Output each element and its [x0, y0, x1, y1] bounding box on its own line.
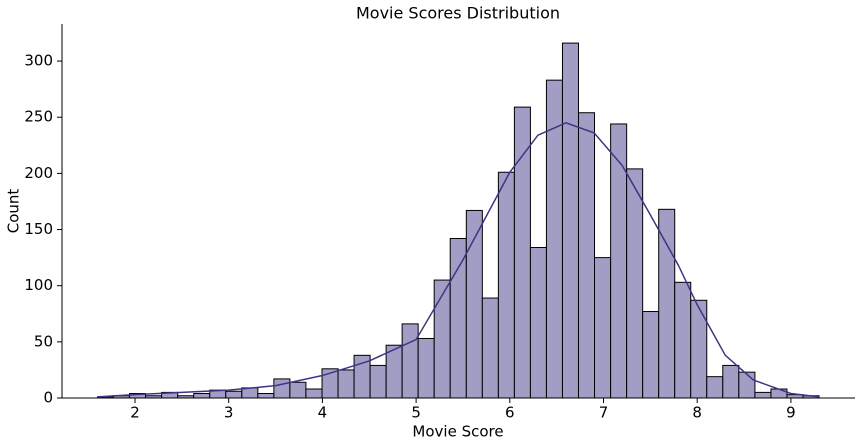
x-tick-label: 6: [505, 404, 515, 422]
bar: [241, 387, 259, 399]
bar: [674, 281, 692, 399]
kde-line: [97, 122, 820, 398]
x-tick-label: 2: [130, 404, 140, 422]
bar: [289, 381, 307, 399]
x-axis-label: Movie Score: [412, 423, 503, 441]
bar: [257, 393, 275, 399]
x-tick-label: 8: [692, 404, 702, 422]
bar: [449, 238, 467, 399]
bar: [690, 299, 708, 399]
bar: [658, 208, 676, 399]
bar: [738, 371, 756, 399]
bar: [385, 344, 403, 399]
bar: [193, 393, 211, 399]
x-tick-label: 4: [318, 404, 328, 422]
y-tick-label: 200: [24, 164, 53, 182]
bar: [305, 388, 323, 399]
bar: [722, 364, 740, 399]
y-tick-label: 100: [24, 276, 53, 294]
bar: [337, 369, 355, 399]
y-tick-label: 150: [24, 220, 53, 238]
bar: [626, 168, 644, 399]
bar: [417, 337, 435, 399]
bar: [225, 390, 243, 399]
chart-title: Movie Scores Distribution: [356, 4, 560, 23]
y-tick-label: 0: [43, 389, 53, 407]
y-tick-label: 50: [34, 332, 53, 350]
bar: [401, 323, 419, 399]
x-tick-label: 9: [786, 404, 796, 422]
x-tick-label: 3: [224, 404, 234, 422]
bar: [577, 112, 596, 399]
y-tick-label: 300: [24, 52, 53, 70]
bar: [273, 378, 291, 399]
bar: [561, 42, 579, 399]
bar: [513, 106, 531, 399]
bar: [642, 311, 660, 399]
bar: [594, 257, 612, 399]
bar: [529, 247, 547, 399]
bar: [706, 376, 724, 399]
bar: [481, 297, 499, 399]
bar: [610, 123, 628, 399]
bar: [497, 171, 515, 399]
y-axis-label: Count: [5, 189, 23, 234]
y-tick-label: 250: [24, 108, 53, 126]
bar: [770, 388, 788, 399]
bar: [369, 364, 387, 399]
x-tick-label: 5: [411, 404, 421, 422]
bar: [754, 391, 772, 399]
x-tick-label: 7: [599, 404, 609, 422]
bar: [433, 279, 451, 399]
